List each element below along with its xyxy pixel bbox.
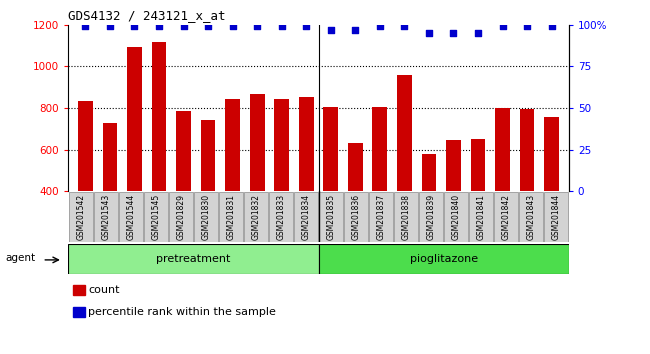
FancyBboxPatch shape: [169, 192, 193, 242]
Text: GDS4132 / 243121_x_at: GDS4132 / 243121_x_at: [68, 9, 226, 22]
Text: GSM201829: GSM201829: [176, 194, 185, 240]
FancyBboxPatch shape: [94, 192, 118, 242]
FancyBboxPatch shape: [544, 192, 568, 242]
Point: [424, 30, 434, 36]
FancyBboxPatch shape: [369, 192, 393, 242]
Point: [350, 27, 361, 33]
Text: pretreatment: pretreatment: [156, 254, 231, 264]
Text: percentile rank within the sample: percentile rank within the sample: [88, 307, 276, 317]
Text: GSM201835: GSM201835: [326, 194, 335, 240]
FancyBboxPatch shape: [194, 192, 218, 242]
FancyBboxPatch shape: [119, 192, 143, 242]
Bar: [250, 95, 265, 191]
Point: [374, 24, 385, 29]
FancyBboxPatch shape: [319, 192, 343, 242]
Point: [276, 24, 287, 29]
FancyBboxPatch shape: [269, 192, 293, 242]
Text: GSM201839: GSM201839: [426, 194, 436, 240]
Text: GSM201840: GSM201840: [452, 194, 461, 240]
Bar: [226, 99, 240, 191]
FancyBboxPatch shape: [244, 192, 268, 242]
Bar: [318, 244, 569, 274]
Point: [203, 24, 213, 29]
Text: GSM201837: GSM201837: [376, 194, 385, 240]
FancyBboxPatch shape: [344, 192, 368, 242]
Point: [522, 24, 532, 29]
Point: [301, 24, 311, 29]
FancyBboxPatch shape: [519, 192, 543, 242]
Bar: [471, 139, 486, 191]
Bar: [103, 122, 117, 191]
FancyBboxPatch shape: [494, 192, 518, 242]
Bar: [495, 108, 510, 191]
Text: GSM201834: GSM201834: [302, 194, 311, 240]
Bar: [299, 97, 313, 191]
Bar: [348, 143, 363, 191]
Point: [129, 24, 140, 29]
Text: GSM201543: GSM201543: [101, 194, 111, 240]
Text: GSM201844: GSM201844: [552, 194, 561, 240]
Text: GSM201836: GSM201836: [352, 194, 361, 240]
Bar: [151, 42, 166, 191]
Text: GSM201842: GSM201842: [502, 194, 511, 240]
Bar: [372, 107, 387, 191]
FancyBboxPatch shape: [469, 192, 493, 242]
FancyBboxPatch shape: [394, 192, 418, 242]
Text: GSM201833: GSM201833: [276, 194, 285, 240]
FancyBboxPatch shape: [219, 192, 243, 242]
Bar: [78, 101, 93, 191]
Point: [547, 24, 557, 29]
Text: GSM201544: GSM201544: [126, 194, 135, 240]
Text: GSM201841: GSM201841: [476, 194, 486, 240]
Bar: [127, 47, 142, 191]
Bar: [544, 117, 559, 191]
Bar: [446, 139, 461, 191]
Point: [448, 30, 459, 36]
Point: [252, 24, 263, 29]
Text: GSM201831: GSM201831: [226, 194, 235, 240]
FancyBboxPatch shape: [444, 192, 468, 242]
Text: GSM201843: GSM201843: [526, 194, 536, 240]
Point: [473, 30, 483, 36]
Point: [497, 24, 508, 29]
Bar: [422, 154, 436, 191]
Text: pioglitazone: pioglitazone: [410, 254, 478, 264]
Bar: [73, 285, 84, 295]
Point: [326, 27, 336, 33]
Bar: [520, 109, 534, 191]
Bar: [68, 244, 318, 274]
FancyBboxPatch shape: [69, 192, 93, 242]
Bar: [201, 120, 215, 191]
Bar: [73, 307, 84, 317]
Text: GSM201830: GSM201830: [202, 194, 211, 240]
Text: GSM201545: GSM201545: [151, 194, 161, 240]
FancyBboxPatch shape: [419, 192, 443, 242]
Point: [154, 24, 164, 29]
Bar: [324, 107, 338, 191]
Text: GSM201838: GSM201838: [402, 194, 411, 240]
Text: agent: agent: [5, 253, 36, 263]
Text: GSM201832: GSM201832: [252, 194, 261, 240]
Point: [178, 24, 188, 29]
Text: GSM201542: GSM201542: [76, 194, 85, 240]
Bar: [397, 75, 411, 191]
Point: [80, 24, 90, 29]
Point: [105, 24, 115, 29]
Point: [399, 24, 410, 29]
Bar: [274, 99, 289, 191]
FancyBboxPatch shape: [294, 192, 318, 242]
FancyBboxPatch shape: [144, 192, 168, 242]
Point: [227, 24, 238, 29]
Text: count: count: [88, 285, 120, 295]
Bar: [176, 111, 191, 191]
